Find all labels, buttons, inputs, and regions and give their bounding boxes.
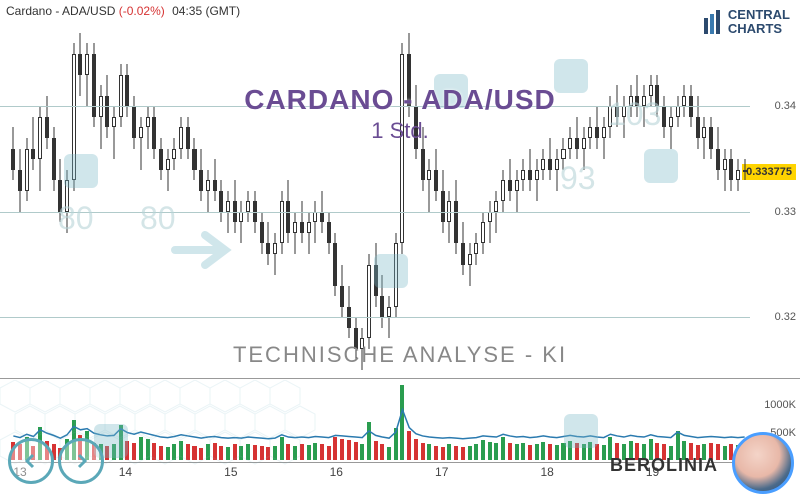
nav-next-button[interactable]	[58, 438, 104, 484]
price-tick: 0.32	[775, 311, 796, 323]
arrow-right-icon	[69, 449, 93, 473]
x-tick: 16	[330, 465, 343, 479]
x-tick: 17	[435, 465, 448, 479]
volume-line	[10, 383, 748, 461]
price-axis: 0.340.330.320.333775	[748, 22, 796, 370]
x-tick: 18	[540, 465, 553, 479]
brand-label: BEROLINIA	[610, 455, 718, 476]
time-label: 04:35 (GMT)	[172, 4, 240, 18]
logo[interactable]: CENTRALCHARTS	[704, 8, 790, 37]
price-tick: 0.34	[775, 100, 796, 112]
nav-prev-button[interactable]	[8, 438, 54, 484]
chart-header: Cardano - ADA/USD (-0.02%) 04:35 (GMT)	[6, 4, 240, 18]
pair-label: Cardano - ADA/USD	[6, 4, 115, 18]
price-tick: 0.33	[775, 206, 796, 218]
price-chart[interactable]: CARDANO - ADA/USD 1 Std. 0.340.330.320.3…	[0, 22, 800, 370]
volume-tick: 1000K	[764, 399, 796, 411]
logo-text: CENTRALCHARTS	[728, 8, 790, 37]
price-current-badge: 0.333775	[742, 164, 796, 180]
x-tick: 15	[224, 465, 237, 479]
change-label: (-0.02%)	[119, 4, 165, 18]
x-tick: 14	[119, 465, 132, 479]
arrow-left-icon	[19, 449, 43, 473]
logo-icon	[704, 10, 722, 34]
avatar[interactable]	[732, 432, 794, 494]
